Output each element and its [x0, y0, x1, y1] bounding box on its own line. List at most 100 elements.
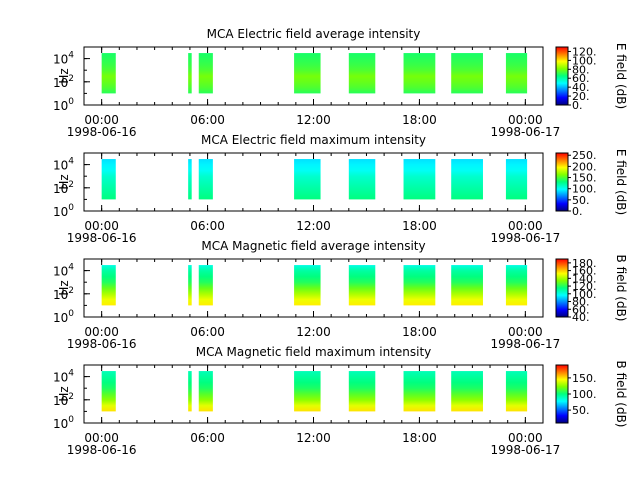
y-tick-label: 100 [53, 309, 74, 325]
y-tick-exponent: 4 [68, 157, 74, 167]
x-tick-label: 1998-06-17 [490, 443, 560, 457]
x-tick-label: 06:00 [190, 219, 225, 233]
x-tick-label: 18:00 [402, 219, 437, 233]
spectrogram-block [403, 53, 436, 94]
spectrogram-block [505, 265, 528, 306]
spectrogram-block [348, 371, 376, 412]
spectrogram-block [198, 159, 213, 200]
chart-panel-3: MCA Magnetic field average intensity 100 1… [53, 239, 628, 351]
x-tick-label: 1998-06-16 [67, 231, 137, 245]
y-tick-exponent: 0 [68, 415, 74, 425]
y-axis-label: Hz [57, 386, 71, 401]
colorbar-label: E field (dB) [614, 149, 628, 215]
spectrogram-block [188, 159, 192, 200]
spectrogram-block [294, 159, 321, 200]
spectrogram-block [101, 159, 116, 200]
y-tick-exponent: 2 [68, 180, 74, 190]
spectrogram-block [101, 265, 116, 306]
x-tick-label: 00:00 [508, 431, 543, 445]
colorbar-tick-label: 20. [572, 90, 590, 103]
chart-title: MCA Electric field average intensity [207, 27, 421, 41]
spectrogram-block [294, 371, 321, 412]
colorbar-tick-label: 40. [572, 311, 590, 324]
y-axis-label: Hz [57, 280, 71, 295]
colorbar-tick-label: 60. [572, 72, 590, 85]
spectrogram-block [188, 265, 192, 306]
x-tick-label: 00:00 [84, 113, 119, 127]
spectrogram-block [198, 53, 213, 94]
colorbar-tick-label: 150. [572, 172, 597, 185]
y-tick-exponent: 0 [68, 203, 74, 213]
spectrogram-block [505, 159, 528, 200]
colorbar-tick-label: 140. [572, 272, 597, 285]
spectrogram-block [403, 265, 436, 306]
colorbar-tick-label: 60. [572, 303, 590, 316]
x-tick-label: 00:00 [84, 431, 119, 445]
x-tick-label: 1998-06-16 [67, 337, 137, 351]
colorbar-tick-label: 40. [572, 81, 590, 94]
x-tick-label: 06:00 [190, 113, 225, 127]
x-tick-label: 12:00 [296, 431, 331, 445]
colorbar-tick-label: 50. [572, 194, 590, 207]
y-tick-label: 100 [53, 203, 74, 219]
x-tick-label: 1998-06-17 [490, 231, 560, 245]
colorbar-tick-label: 100. [572, 388, 597, 401]
spectrogram-block [198, 265, 213, 306]
colorbar-tick-label: 120. [572, 280, 597, 293]
x-tick-label: 1998-06-16 [67, 125, 137, 139]
spectrogram-block [403, 159, 436, 200]
y-tick-exponent: 4 [68, 369, 74, 379]
y-tick-exponent: 4 [68, 51, 74, 61]
x-tick-label: 12:00 [296, 325, 331, 339]
colorbar-tick-label: 0. [572, 99, 583, 112]
colorbar [555, 152, 569, 212]
colorbar-tick-label: 100. [572, 288, 597, 301]
spectrogram-block [348, 159, 376, 200]
x-tick-label: 06:00 [190, 325, 225, 339]
spectrogram-block [451, 371, 483, 412]
colorbar [555, 258, 569, 318]
colorbar [555, 46, 569, 106]
colorbar [555, 364, 569, 424]
x-tick-label: 18:00 [402, 325, 437, 339]
spectrogram-block [101, 53, 116, 94]
spectrogram-block [348, 53, 376, 94]
chart-title: MCA Magnetic field average intensity [201, 239, 425, 253]
colorbar-tick-label: 200. [572, 160, 597, 173]
x-tick-label: 1998-06-17 [490, 125, 560, 139]
colorbar-tick-label: 120. [572, 45, 597, 58]
x-tick-label: 18:00 [402, 113, 437, 127]
spectrogram-block [188, 371, 192, 412]
spectrogram-block [294, 265, 321, 306]
colorbar-tick-label: 100. [572, 183, 597, 196]
colorbar-tick-label: 150. [572, 372, 597, 385]
spectrogram-block [505, 53, 528, 94]
y-tick-label: 104 [53, 369, 74, 385]
chart-panel-2: MCA Electric field maximum intensity 100 1… [53, 133, 628, 245]
colorbar-tick-label: 100. [572, 54, 597, 67]
colorbar-label: B field (dB) [614, 361, 628, 428]
chart-title: MCA Electric field maximum intensity [201, 133, 426, 147]
y-tick-label: 100 [53, 415, 74, 431]
spectrogram-block [403, 371, 436, 412]
x-tick-label: 00:00 [508, 219, 543, 233]
spectrogram-block [505, 371, 528, 412]
chart-panel-4: MCA Magnetic field maximum intensity 100 1… [53, 345, 628, 457]
colorbar-tick-label: 50. [572, 404, 590, 417]
x-tick-label: 00:00 [508, 113, 543, 127]
x-tick-label: 18:00 [402, 431, 437, 445]
x-tick-label: 00:00 [508, 325, 543, 339]
spectrogram-block [451, 265, 483, 306]
colorbar-label: E field (dB) [614, 43, 628, 109]
spectrogram-block [101, 371, 116, 412]
colorbar-tick-label: 250. [572, 149, 597, 162]
y-tick-exponent: 2 [68, 286, 74, 296]
y-axis-label: Hz [57, 68, 71, 83]
colorbar-tick-label: 180. [572, 257, 597, 270]
chart-panel-1: MCA Electric field average intensity 100 1… [53, 27, 628, 139]
x-tick-label: 1998-06-17 [490, 337, 560, 351]
y-tick-exponent: 0 [68, 97, 74, 107]
chart-title: MCA Magnetic field maximum intensity [196, 345, 432, 359]
y-axis-label: Hz [57, 174, 71, 189]
